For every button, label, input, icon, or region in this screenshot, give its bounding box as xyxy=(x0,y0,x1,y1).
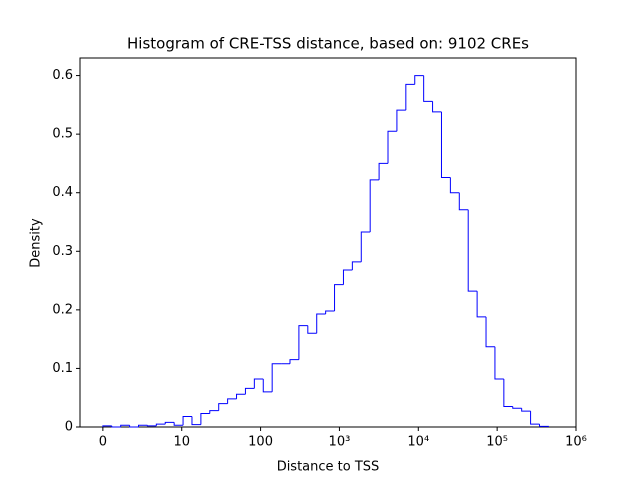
x-axis-label: Distance to TSS xyxy=(277,460,380,475)
histogram-step xyxy=(342,269,353,285)
x-tick-label: 10³ xyxy=(329,435,351,450)
histogram-step xyxy=(334,284,344,312)
histogram-step xyxy=(485,316,495,348)
histogram-step xyxy=(369,179,380,232)
y-tick-label: 0 xyxy=(65,420,73,435)
histogram-step xyxy=(236,393,246,399)
histogram-step xyxy=(129,425,139,428)
x-tick-label: 100 xyxy=(248,435,273,450)
x-tick-label: 10⁴ xyxy=(407,435,429,450)
histogram-step xyxy=(521,408,531,412)
histogram-step xyxy=(503,378,513,407)
histogram-step xyxy=(307,325,317,334)
y-tick-label: 0.1 xyxy=(52,361,73,376)
x-tick-label: 10 xyxy=(173,435,190,450)
histogram-step xyxy=(538,424,549,427)
histogram-step xyxy=(494,346,504,380)
histogram-step xyxy=(423,75,433,102)
histogram-step xyxy=(164,421,175,425)
histogram-step xyxy=(173,422,184,426)
y-tick-label: 0.4 xyxy=(52,185,73,200)
histogram-step xyxy=(227,398,237,404)
histogram-step xyxy=(298,325,308,360)
histogram-step xyxy=(512,406,522,409)
histogram-step xyxy=(530,411,540,425)
chart-title: Histogram of CRE-TSS distance, based on:… xyxy=(127,35,529,53)
histogram-step xyxy=(289,359,299,364)
histogram-step xyxy=(414,75,424,85)
histogram-step xyxy=(325,310,335,314)
histogram-step xyxy=(387,130,397,164)
histogram-step xyxy=(396,109,406,132)
histogram-step xyxy=(316,313,326,334)
histogram-step xyxy=(146,425,157,427)
histogram-step xyxy=(102,425,112,427)
histogram-step xyxy=(467,209,478,292)
histogram-step xyxy=(244,387,255,395)
histogram-step xyxy=(191,416,201,426)
histogram-step xyxy=(218,403,228,411)
histogram-step xyxy=(432,101,442,113)
histogram-step xyxy=(262,378,273,393)
histogram-step xyxy=(253,378,264,389)
histogram-step xyxy=(449,177,460,194)
histogram-step xyxy=(120,424,130,427)
x-tick-label: 10⁵ xyxy=(486,435,508,450)
histogram-step xyxy=(182,415,192,426)
histogram-step xyxy=(351,261,362,271)
x-tick-label: 10⁶ xyxy=(565,435,587,450)
x-tick-label: 0 xyxy=(99,435,107,450)
histogram-step xyxy=(476,291,487,318)
histogram-step xyxy=(200,413,210,425)
y-axis-label: Density xyxy=(29,218,44,268)
y-tick-label: 0.5 xyxy=(52,127,73,142)
histogram-step xyxy=(378,162,389,180)
histogram-step xyxy=(155,423,166,426)
histogram-step xyxy=(440,111,451,178)
y-tick-label: 0.6 xyxy=(52,68,73,83)
histogram-step xyxy=(405,83,415,111)
histogram-step xyxy=(138,424,148,427)
plot-frame xyxy=(79,57,577,428)
histogram-step xyxy=(458,192,469,211)
y-tick-label: 0.2 xyxy=(52,302,73,317)
histogram-step xyxy=(271,363,282,392)
histogram-step xyxy=(360,231,371,262)
histogram-step xyxy=(209,410,219,414)
histogram-step xyxy=(111,425,121,428)
y-tick-label: 0.3 xyxy=(52,244,73,259)
